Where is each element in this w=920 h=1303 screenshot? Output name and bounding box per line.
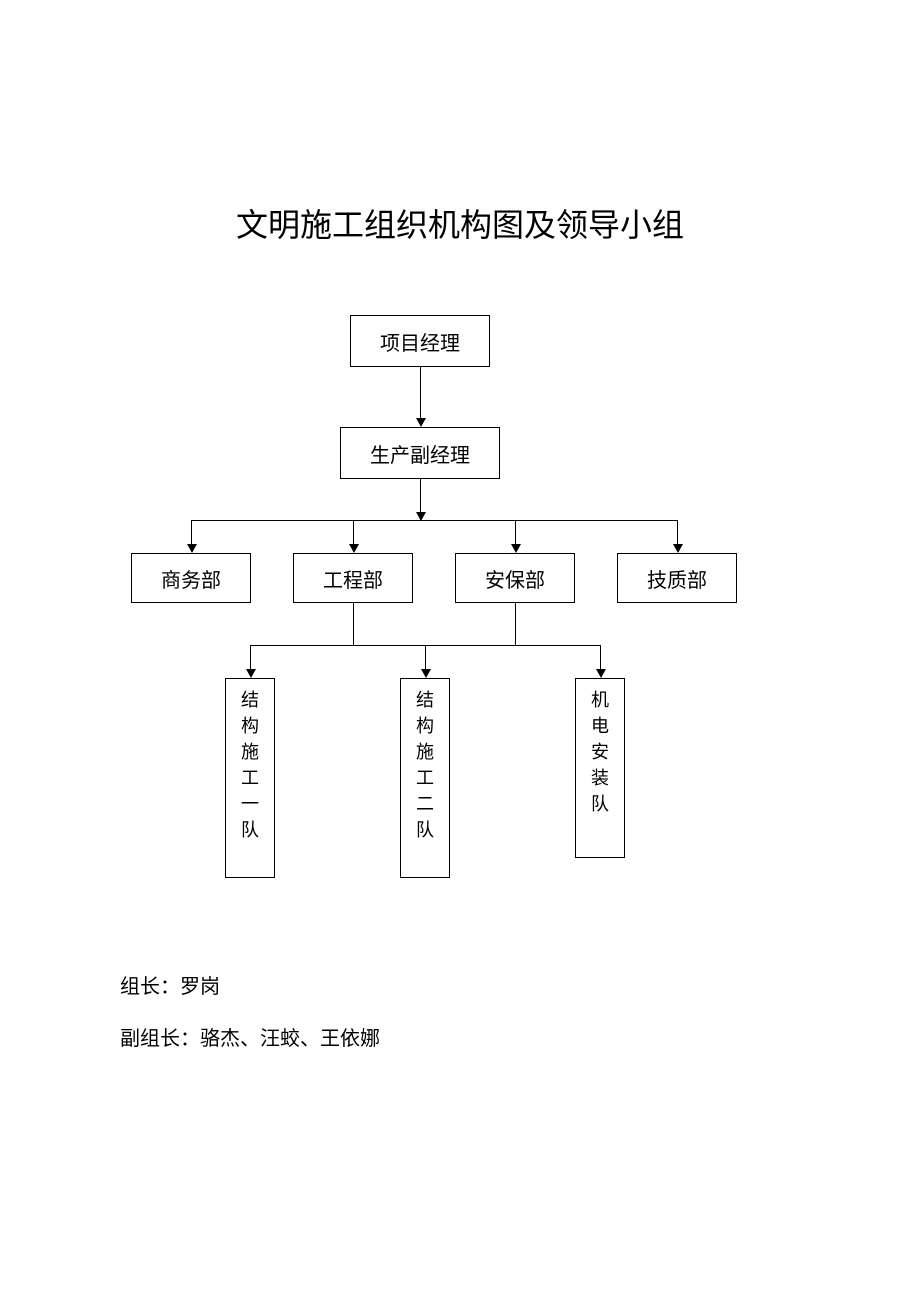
connector	[515, 520, 516, 545]
char: 构	[241, 713, 259, 739]
connector	[600, 645, 601, 670]
char: 工	[416, 765, 434, 791]
arrow-icon	[416, 418, 426, 427]
connector	[677, 520, 678, 545]
char: 结	[416, 687, 434, 713]
char: 电	[591, 713, 609, 739]
node-label: 技质部	[647, 564, 707, 593]
connector	[191, 520, 677, 521]
node-label: 生产副经理	[370, 439, 470, 468]
char: 队	[416, 817, 434, 843]
node-label: 安保部	[485, 564, 545, 593]
connector	[425, 645, 426, 670]
connector	[191, 520, 192, 545]
node-team-3: 机 电 安 装 队	[575, 678, 625, 858]
node-dept-security: 安保部	[455, 553, 575, 603]
node-label: 商务部	[161, 564, 221, 593]
char: 工	[241, 765, 259, 791]
char: 结	[241, 687, 259, 713]
deputy-leader-text: 副组长：骆杰、汪蛟、王依娜	[120, 1022, 380, 1051]
arrow-icon	[349, 544, 359, 553]
arrow-icon	[596, 669, 606, 678]
char: 装	[591, 765, 609, 791]
char: 安	[591, 739, 609, 765]
char: 一	[241, 791, 259, 817]
node-dept-business: 商务部	[131, 553, 251, 603]
node-project-manager: 项目经理	[350, 315, 490, 367]
arrow-icon	[246, 669, 256, 678]
char: 施	[416, 739, 434, 765]
node-label: 工程部	[323, 564, 383, 593]
char: 构	[416, 713, 434, 739]
node-label: 项目经理	[380, 327, 460, 356]
arrow-icon	[673, 544, 683, 553]
connector	[420, 367, 421, 419]
leader-text: 组长：罗岗	[120, 970, 220, 999]
arrow-icon	[511, 544, 521, 553]
page-title: 文明施工组织机构图及领导小组	[0, 200, 920, 246]
char: 队	[591, 791, 609, 817]
connector	[353, 603, 354, 645]
connector	[515, 603, 516, 645]
char: 机	[591, 687, 609, 713]
node-dept-engineering: 工程部	[293, 553, 413, 603]
connector	[250, 645, 251, 670]
connector	[353, 520, 354, 545]
node-deputy-manager: 生产副经理	[340, 427, 500, 479]
char: 施	[241, 739, 259, 765]
node-team-1: 结 构 施 工 一 队	[225, 678, 275, 878]
char: 二	[416, 791, 434, 817]
arrow-icon	[187, 544, 197, 553]
node-dept-quality: 技质部	[617, 553, 737, 603]
arrow-icon	[421, 669, 431, 678]
char: 队	[241, 817, 259, 843]
node-team-2: 结 构 施 工 二 队	[400, 678, 450, 878]
